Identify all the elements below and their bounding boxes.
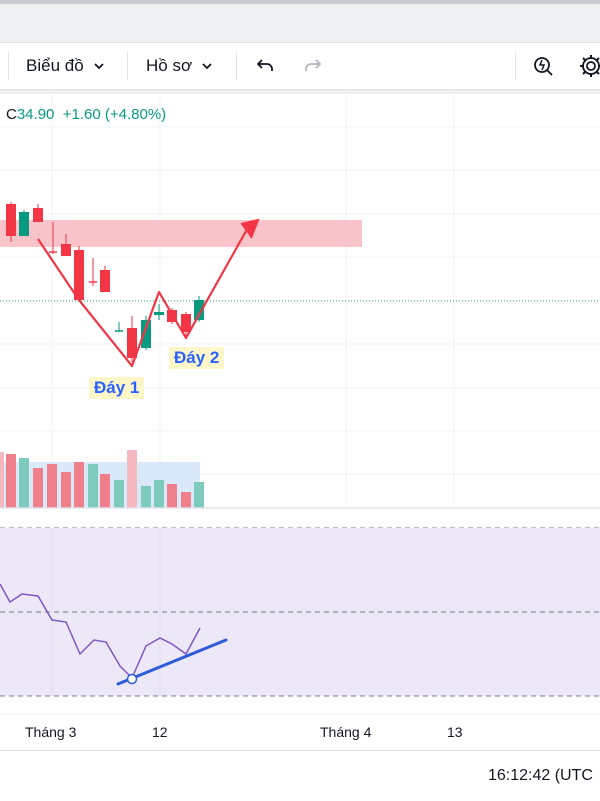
volume-bar <box>33 468 43 508</box>
candle <box>127 328 137 358</box>
toolbar-separator <box>236 52 237 80</box>
candle <box>141 320 151 348</box>
volume-bar <box>74 462 84 508</box>
window-top-border <box>0 0 600 4</box>
volume-bar <box>19 458 29 508</box>
volume-bar <box>154 480 164 508</box>
time-axis-label: Tháng 3 <box>25 724 77 740</box>
volume-bar <box>141 486 151 508</box>
bottom-status-bar: 16:12:42 (UTC <box>0 750 600 801</box>
chevron-down-icon <box>202 63 212 70</box>
time-axis-label: 13 <box>447 724 463 740</box>
volume-bar <box>194 482 204 508</box>
resistance-zone[interactable] <box>0 220 362 247</box>
close-label: C <box>6 106 17 123</box>
rsi-line <box>0 583 201 680</box>
volume-bar <box>88 464 98 508</box>
settings-button[interactable] <box>578 53 600 79</box>
time-axis-label: 12 <box>152 724 168 740</box>
pattern-arrow-outline <box>240 218 260 239</box>
double-bottom-pattern-line[interactable] <box>37 223 251 368</box>
candle <box>6 204 16 236</box>
gear-icon <box>580 55 600 77</box>
chart-menu-button[interactable]: Biểu đồ <box>26 51 106 81</box>
toolbar-separator <box>515 52 516 80</box>
candle <box>154 312 164 315</box>
volume-bar <box>100 474 110 508</box>
candle <box>194 300 204 320</box>
magic-search-icon <box>534 57 553 76</box>
timezone-clock-button[interactable]: 16:12:42 (UTC <box>488 767 593 784</box>
pattern-arrow-head <box>241 220 258 238</box>
volume-bar <box>127 450 137 508</box>
candle <box>181 314 191 332</box>
tab-strip <box>0 4 600 43</box>
price-grid <box>0 94 600 506</box>
profile-menu-button[interactable]: Hồ sơ <box>146 51 214 81</box>
volume-bars <box>0 450 204 508</box>
volume-bar <box>61 472 71 508</box>
volume-bar <box>114 480 124 508</box>
toolbar-separator <box>8 52 9 80</box>
bottom-2-label[interactable]: Đáy 2 <box>169 347 225 369</box>
chart-canvas <box>0 94 600 715</box>
volume-bar <box>0 452 4 508</box>
close-value: 34.90 <box>16 106 55 123</box>
change-percent: (+4.80%) <box>104 106 167 123</box>
volume-bar <box>181 492 191 508</box>
candle <box>19 212 29 236</box>
undo-button[interactable] <box>252 53 278 79</box>
change-value: +1.60 <box>62 106 101 123</box>
bottom-1-label[interactable]: Đáy 1 <box>89 377 145 399</box>
redo-button[interactable] <box>300 53 326 79</box>
redo-icon <box>305 59 321 71</box>
candle <box>100 270 110 292</box>
undo-icon <box>257 59 273 71</box>
volume-bar <box>6 454 16 508</box>
chart-toolbar: Biểu đồ Hồ sơ <box>0 43 600 90</box>
profile-menu-label: Hồ sơ <box>146 56 193 75</box>
trendline-anchor-handle[interactable] <box>126 673 138 685</box>
price-legend: C34.90 +1.60 (+4.80%) <box>6 106 166 123</box>
candle <box>61 244 71 256</box>
quick-search-button[interactable] <box>531 53 557 79</box>
panel-gap <box>0 90 600 94</box>
toolbar-separator <box>127 52 128 80</box>
chart-menu-label: Biểu đồ <box>26 56 84 75</box>
chart-area[interactable]: C34.90 +1.60 (+4.80%) Đáy 1 Đáy 2 Tháng … <box>0 94 600 750</box>
time-axis-label: Tháng 4 <box>320 724 372 740</box>
volume-bar <box>47 464 57 508</box>
volume-bar <box>167 484 177 508</box>
chevron-down-icon <box>94 63 104 70</box>
candle <box>33 208 43 222</box>
candle <box>74 250 84 300</box>
